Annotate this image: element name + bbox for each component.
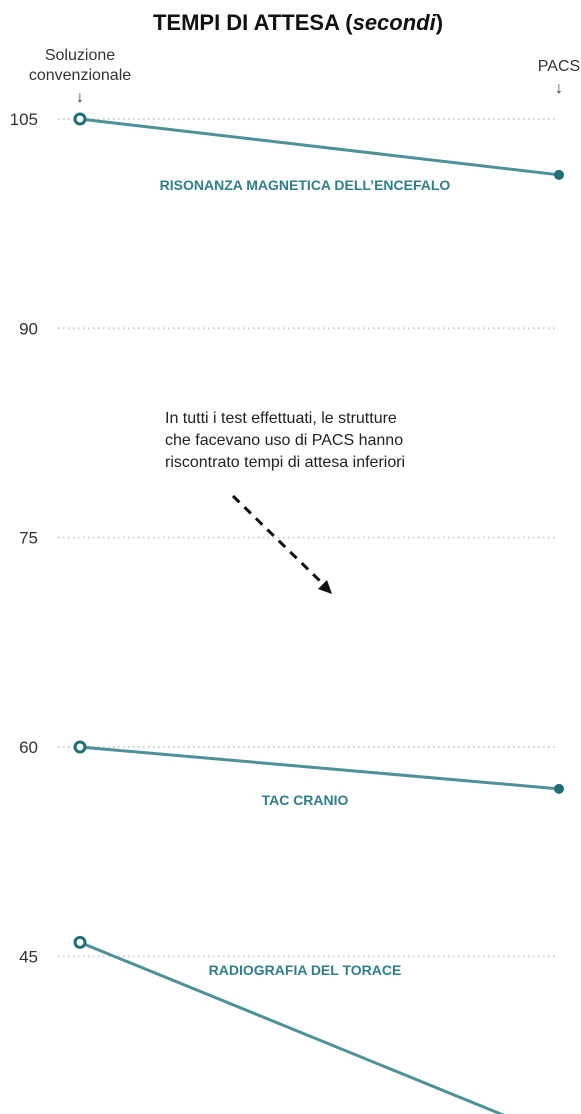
x-label-right-arrow: ↓ [555,80,563,97]
series-label-2: RADIOGRAFIA DEL TORACE [209,962,402,978]
annotation-arrowhead [318,580,332,594]
series-layer: RISONANZA MAGNETICA DELL’ENCEFALO TAC CRA… [73,112,564,1114]
series-line-1 [79,745,560,791]
y-tick-label-75: 75 [19,529,38,548]
y-tick-label-90: 90 [19,319,38,338]
point-conventional-2 [73,935,87,949]
chart-title: TEMPI DI ATTESA (secondi) [153,10,443,35]
grid-layer: 105 90 75 60 45 [10,110,558,966]
series-label-0: RISONANZA MAGNETICA DELL’ENCEFALO [160,177,451,193]
series-line-0 [79,117,560,177]
x-label-left-line2: convenzionale [29,67,131,84]
annotation: In tutti i test effettuati, le strutture… [165,410,405,594]
point-pacs-1 [554,783,564,794]
annotation-line-1: In tutti i test effettuati, le strutture [165,410,397,427]
series-label-1: TAC CRANIO [262,792,349,808]
title-main: TEMPI DI ATTESA ( [153,10,353,35]
y-tick-label-60: 60 [19,738,38,757]
title-end: ) [436,10,443,35]
point-conventional-0 [73,112,87,126]
y-tick-label-105: 105 [10,110,38,129]
annotation-line-3: riscontrato tempi di attesa inferiori [165,454,405,471]
x-label-left-line1: Soluzione [45,47,115,64]
point-pacs-0 [554,169,564,180]
series-line-2 [79,940,505,1114]
x-label-left-arrow: ↓ [76,89,84,106]
point-conventional-1 [73,740,87,754]
annotation-arrow-line [231,494,322,583]
x-label-right: PACS [538,58,580,75]
title-italic: secondi [353,10,437,35]
y-tick-label-45: 45 [19,947,38,966]
annotation-line-2: che facevano uso di PACS hanno [165,432,403,449]
